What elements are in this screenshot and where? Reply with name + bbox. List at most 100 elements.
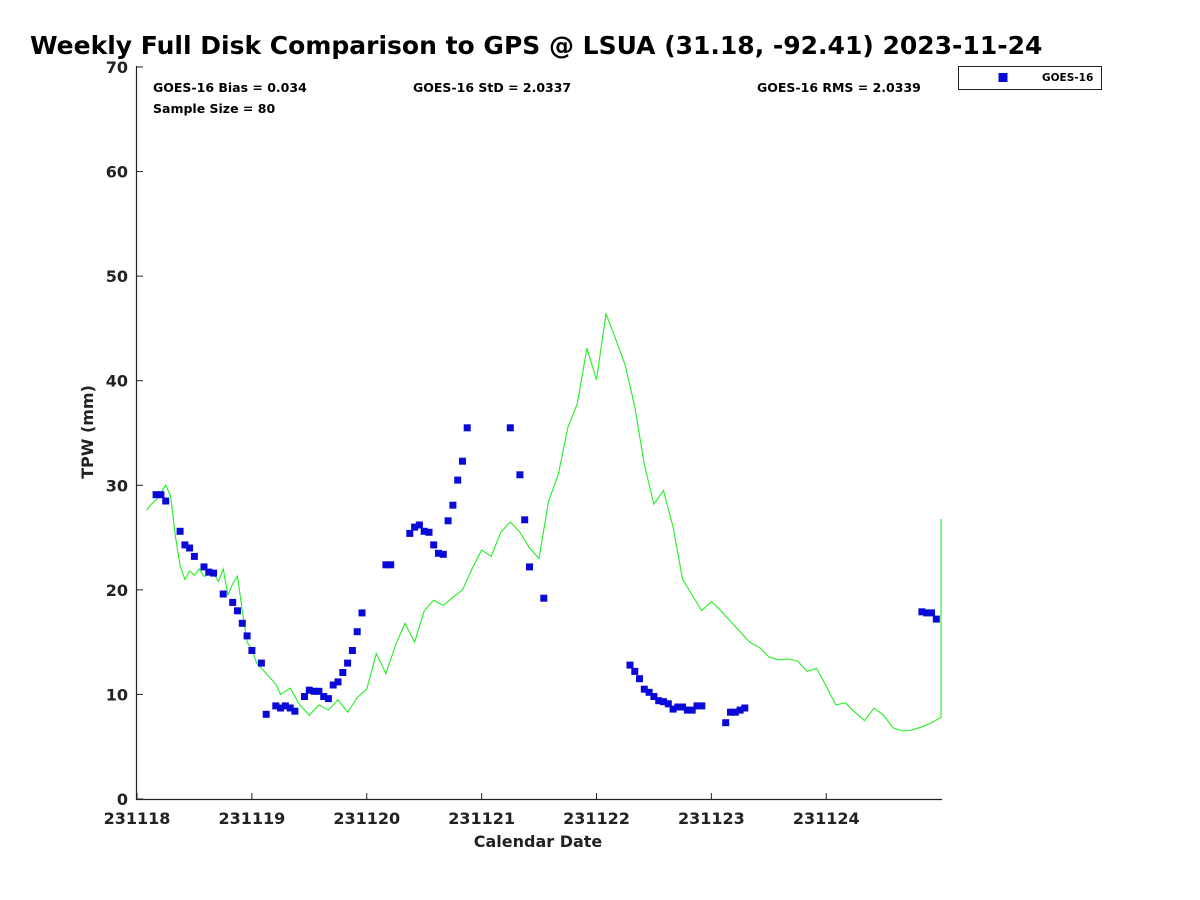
goes16-point bbox=[200, 563, 208, 571]
goes16-point bbox=[305, 686, 313, 694]
goes16-point bbox=[683, 706, 691, 714]
goes16-point bbox=[727, 708, 734, 716]
goes16-point bbox=[454, 476, 462, 484]
goes16-point bbox=[181, 541, 189, 549]
goes16-point bbox=[315, 687, 323, 695]
sample-size-stat: Sample Size = 80 bbox=[153, 101, 275, 116]
goes16-point bbox=[353, 628, 361, 636]
goes16-point bbox=[645, 688, 653, 696]
legend-marker-icon bbox=[998, 73, 1008, 82]
y-axis-label: TPW (mm) bbox=[78, 385, 97, 479]
goes16-point bbox=[406, 529, 414, 537]
y-tick-label: 30 bbox=[106, 476, 128, 495]
goes16-point bbox=[186, 544, 194, 552]
goes16-point bbox=[334, 678, 342, 686]
plot-area bbox=[135, 66, 942, 801]
y-tick-label: 50 bbox=[106, 267, 128, 286]
goes16-point bbox=[655, 697, 663, 705]
goes16-point bbox=[157, 491, 165, 499]
goes16-point bbox=[669, 705, 677, 713]
goes16-point bbox=[277, 704, 285, 712]
goes16-point bbox=[631, 667, 639, 675]
goes16-point bbox=[674, 703, 682, 711]
goes16-point bbox=[310, 687, 318, 695]
goes16-point bbox=[430, 541, 438, 549]
goes16-point bbox=[932, 615, 940, 623]
goes16-point bbox=[506, 424, 514, 432]
legend: GOES-16 bbox=[958, 66, 1102, 90]
y-tick-label: 40 bbox=[106, 372, 128, 391]
goes16-point bbox=[722, 719, 730, 727]
goes16-point bbox=[320, 693, 328, 700]
goes16-point bbox=[281, 702, 289, 710]
goes16-point bbox=[210, 569, 218, 577]
x-tick-label: 231123 bbox=[678, 809, 745, 828]
y-tick-label: 20 bbox=[106, 581, 128, 600]
goes16-point bbox=[731, 708, 739, 716]
goes16-point bbox=[243, 632, 251, 640]
goes16-point bbox=[162, 497, 170, 505]
goes16-point bbox=[262, 710, 270, 718]
goes16-point bbox=[693, 702, 701, 710]
goes16-point bbox=[425, 528, 433, 536]
goes16-point bbox=[664, 700, 672, 708]
y-tick-label: 70 bbox=[106, 58, 128, 77]
gps-line bbox=[146, 311, 942, 732]
x-tick-label: 231124 bbox=[793, 809, 860, 828]
goes16-point bbox=[420, 527, 428, 535]
goes16-point bbox=[640, 685, 648, 693]
goes16-point bbox=[435, 549, 442, 557]
legend-label: GOES-16 bbox=[1042, 72, 1093, 84]
goes16-point bbox=[257, 659, 265, 667]
y-tick-label: 10 bbox=[106, 685, 128, 704]
goes16-point bbox=[526, 563, 533, 571]
goes16-point bbox=[650, 693, 658, 700]
goes16-point bbox=[339, 669, 347, 676]
x-tick-label: 231120 bbox=[333, 809, 400, 828]
chart-title: Weekly Full Disk Comparison to GPS @ LSU… bbox=[30, 31, 1042, 60]
goes16-point bbox=[540, 594, 548, 602]
bias-stat: GOES-16 Bias = 0.034 bbox=[153, 80, 307, 95]
goes16-point bbox=[219, 590, 227, 598]
goes16-point bbox=[636, 675, 643, 683]
goes16-point bbox=[463, 424, 471, 432]
goes16-point bbox=[205, 568, 213, 576]
goes16-point bbox=[626, 661, 634, 669]
goes16-point bbox=[176, 527, 184, 535]
goes16-series bbox=[152, 424, 940, 727]
goes16-point bbox=[449, 501, 457, 509]
x-tick-label: 231122 bbox=[563, 809, 630, 828]
y-tick-label: 0 bbox=[117, 790, 128, 809]
goes16-point bbox=[918, 608, 926, 616]
goes16-point bbox=[229, 598, 237, 606]
x-axis-label: Calendar Date bbox=[474, 832, 603, 851]
goes16-point bbox=[329, 681, 337, 689]
goes16-point bbox=[736, 706, 744, 714]
goes16-point bbox=[286, 704, 294, 712]
std-stat: GOES-16 StD = 2.0337 bbox=[413, 80, 571, 95]
goes16-point bbox=[291, 707, 299, 715]
x-tick-label: 231118 bbox=[104, 809, 171, 828]
goes16-point bbox=[660, 698, 667, 706]
goes16-point bbox=[698, 702, 706, 710]
goes16-point bbox=[301, 693, 308, 700]
goes16-point bbox=[238, 619, 246, 627]
goes16-point bbox=[444, 517, 452, 525]
goes16-point bbox=[439, 550, 447, 558]
x-tick-label: 231121 bbox=[448, 809, 515, 828]
goes16-point bbox=[248, 647, 256, 654]
goes16-point bbox=[521, 516, 529, 524]
goes16-point bbox=[679, 703, 687, 711]
goes16-point bbox=[459, 457, 466, 465]
goes16-point bbox=[152, 491, 160, 499]
goes16-point bbox=[923, 609, 931, 617]
goes16-point bbox=[928, 609, 935, 617]
goes16-point bbox=[344, 659, 352, 667]
goes16-point bbox=[272, 702, 280, 710]
goes16-point bbox=[348, 647, 356, 654]
goes16-point bbox=[358, 609, 366, 617]
goes16-point bbox=[688, 706, 696, 714]
y-ticks: 0 10 20 30 40 50 60 70 bbox=[106, 58, 143, 809]
